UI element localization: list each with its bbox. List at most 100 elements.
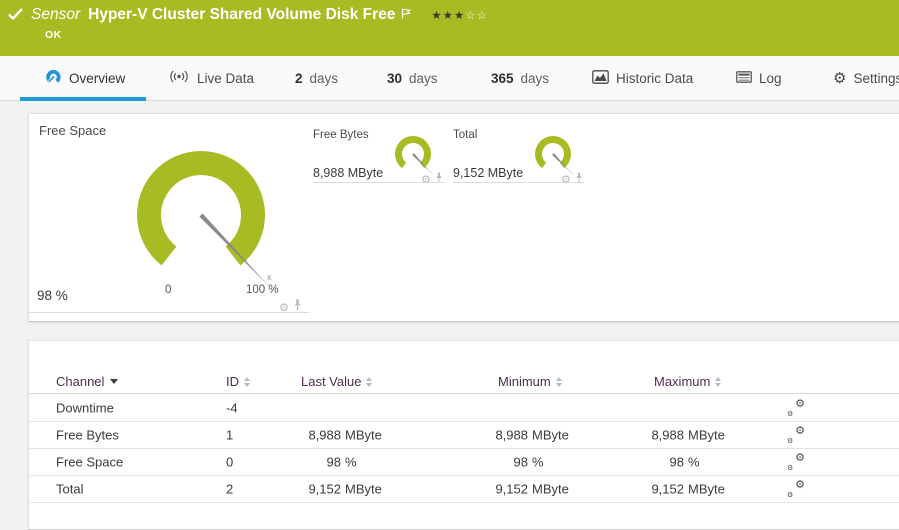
tab-365-days[interactable]: 365 days xyxy=(491,56,549,100)
channel-name[interactable]: Total xyxy=(56,481,84,496)
sensor-status-bar: Sensor Hyper-V Cluster Shared Volume Dis… xyxy=(0,0,899,56)
table-row-total: Total 2 9,152 MByte 9,152 MByte 9,152 MByte… xyxy=(29,475,899,503)
sort-icon xyxy=(244,376,250,387)
tab-historic-data[interactable]: Historic Data xyxy=(592,56,693,100)
stars-empty: ☆☆ xyxy=(465,9,488,22)
column-header-channel-label: Channel xyxy=(56,374,105,389)
sort-icon xyxy=(555,376,562,387)
gauge-total-title: Total xyxy=(453,129,478,141)
channel-name[interactable]: Downtime xyxy=(56,400,114,415)
column-header-id[interactable]: ID xyxy=(226,374,250,389)
tab-2-days-number: 2 xyxy=(295,70,303,86)
column-header-maximum-label: Maximum xyxy=(654,374,711,389)
sort-icon xyxy=(366,376,373,387)
sort-icon xyxy=(715,376,722,387)
channels-table-panel: Channel ID Last Value Minimum Maximum Do… xyxy=(28,340,899,530)
pin-icon[interactable] xyxy=(575,170,583,188)
gauge-total-controls: ⚙ xyxy=(561,170,583,188)
broadcast-icon xyxy=(168,70,190,86)
sort-desc-icon xyxy=(110,379,119,384)
column-header-last-value-label: Last Value xyxy=(301,374,362,389)
log-list-icon xyxy=(736,70,752,86)
total-block-divider xyxy=(453,182,584,183)
column-header-channel[interactable]: Channel xyxy=(56,374,119,389)
maximum-cell: 8,988 MByte xyxy=(651,427,725,442)
ok-check-icon xyxy=(8,8,23,21)
tab-365-days-number: 365 xyxy=(491,70,514,86)
channel-id: 2 xyxy=(226,481,234,496)
table-header-divider xyxy=(29,393,899,394)
minimum-cell: 9,152 MByte xyxy=(495,481,569,496)
last-value-cell: 8,988 MByte xyxy=(308,427,382,442)
last-value-cell: 98% xyxy=(326,454,357,469)
table-row-free-space: Free Space 0 98% 98% 98% ⚙ ⚙ xyxy=(29,448,899,476)
tab-log-label: Log xyxy=(759,70,782,86)
total-gauge[interactable] xyxy=(533,134,575,176)
free-space-block-divider xyxy=(29,312,309,313)
area-chart-icon xyxy=(592,69,609,87)
gauge-free-bytes-title: Free Bytes xyxy=(313,129,369,141)
gauge-free-bytes-controls: ⚙ xyxy=(421,170,443,188)
gauge-icon xyxy=(45,69,62,88)
gauge-free-bytes-value: 8,988 MByte xyxy=(313,166,384,180)
column-header-minimum[interactable]: Minimum xyxy=(498,374,562,389)
maximum-cell: 98% xyxy=(669,454,700,469)
tab-settings[interactable]: ⚙ Settings xyxy=(833,56,899,100)
sensor-type-label: Sensor xyxy=(31,5,81,23)
active-tab-underline xyxy=(20,97,146,101)
minimum-cell: 98% xyxy=(513,454,544,469)
gear-icon: ⚙ xyxy=(833,68,847,87)
last-value-cell: 9,152 MByte xyxy=(308,481,382,496)
free-bytes-gauge[interactable] xyxy=(393,134,435,176)
gauge-settings-icon[interactable]: ⚙ xyxy=(279,300,289,314)
column-header-maximum[interactable]: Maximum xyxy=(654,374,722,389)
status-badge: OK xyxy=(45,29,62,41)
column-header-id-label: ID xyxy=(226,374,239,389)
channel-settings-icon[interactable]: ⚙ ⚙ xyxy=(787,396,805,418)
flag-icon[interactable] xyxy=(401,6,412,24)
page-title: Hyper-V Cluster Shared Volume Disk Free xyxy=(88,5,396,23)
channel-settings-icon[interactable]: ⚙ ⚙ xyxy=(787,477,805,499)
channel-id: 0 xyxy=(226,454,234,469)
tab-bar: Overview Live Data 2 days 30 days 365 da… xyxy=(0,56,899,101)
svg-text:x: x xyxy=(267,272,272,282)
tab-overview[interactable]: Overview xyxy=(45,56,125,100)
gauge-total-value: 9,152 MByte xyxy=(453,166,524,180)
column-header-minimum-label: Minimum xyxy=(498,374,551,389)
channel-settings-icon[interactable]: ⚙ ⚙ xyxy=(787,423,805,445)
free-space-gauge[interactable]: x xyxy=(116,137,286,299)
tab-30-days-label: days xyxy=(409,70,438,86)
tab-30-days[interactable]: 30 days xyxy=(387,56,438,100)
table-row-downtime: Downtime -4 ⚙ ⚙ xyxy=(29,394,899,422)
channel-settings-icon[interactable]: ⚙ ⚙ xyxy=(787,450,805,472)
tab-2-days[interactable]: 2 days xyxy=(295,56,338,100)
tab-log[interactable]: Log xyxy=(736,56,782,100)
tab-30-days-number: 30 xyxy=(387,70,403,86)
gauge-free-space-value: 98 % xyxy=(37,288,68,303)
table-row-free-bytes: Free Bytes 1 8,988 MByte 8,988 MByte 8,988… xyxy=(29,421,899,449)
gauge-free-space-controls: ⚙ xyxy=(279,298,302,316)
channel-name[interactable]: Free Space xyxy=(56,454,124,469)
channel-id: 1 xyxy=(226,427,234,442)
pin-icon[interactable] xyxy=(435,170,443,188)
channel-name[interactable]: Free Bytes xyxy=(56,427,119,442)
stars-filled: ★★★ xyxy=(431,9,466,22)
column-header-last-value[interactable]: Last Value xyxy=(301,374,373,389)
free-bytes-block-divider xyxy=(313,182,444,183)
tab-historic-data-label: Historic Data xyxy=(616,70,694,86)
tab-365-days-label: days xyxy=(520,70,550,86)
tab-live-data[interactable]: Live Data xyxy=(168,56,254,100)
gauge-free-space-title: Free Space xyxy=(39,123,107,138)
tab-overview-label: Overview xyxy=(69,70,126,86)
priority-stars[interactable]: ★★★☆☆ xyxy=(431,8,488,22)
minimum-cell: 8,988 MByte xyxy=(495,427,569,442)
tab-settings-label: Settings xyxy=(853,70,899,86)
pin-icon[interactable] xyxy=(293,298,302,316)
gauge-settings-icon[interactable]: ⚙ xyxy=(421,172,431,186)
overview-gauges-panel: Free Space x 0 100 % 98 % ⚙ Free Bytes 8… xyxy=(28,113,899,322)
channel-id: -4 xyxy=(226,400,238,415)
gauge-settings-icon[interactable]: ⚙ xyxy=(561,172,571,186)
maximum-cell: 9,152 MByte xyxy=(651,481,725,496)
gauge-scale-min: 0 xyxy=(165,284,172,296)
tab-2-days-label: days xyxy=(309,70,339,86)
